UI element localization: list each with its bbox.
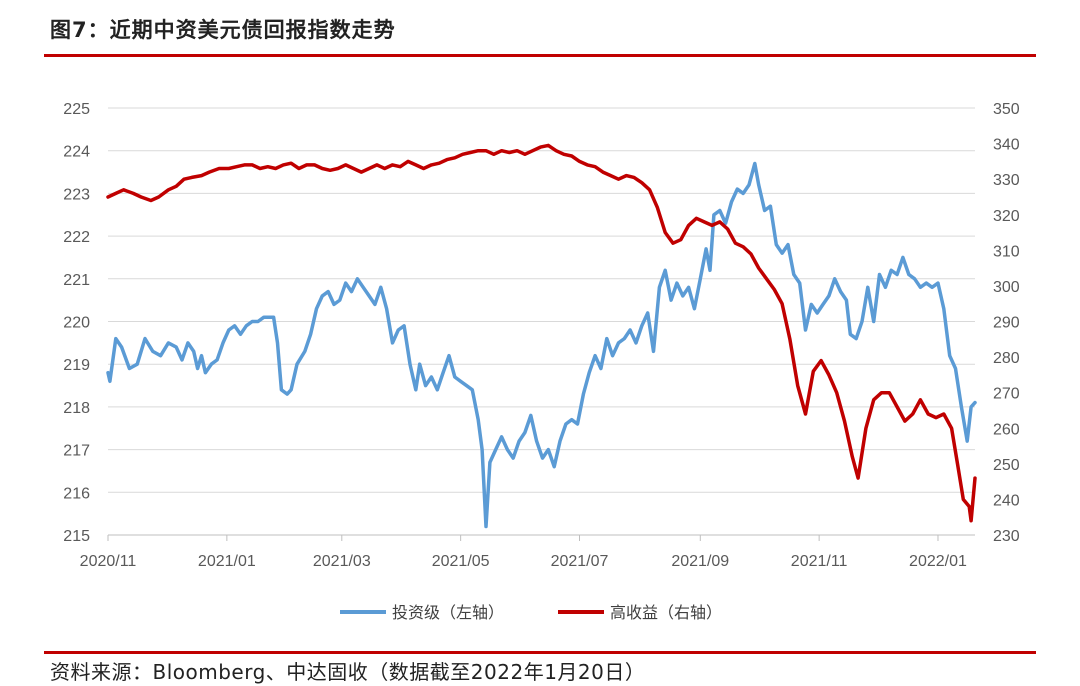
- left-tick-label: 224: [63, 144, 90, 161]
- left-tick-label: 223: [63, 186, 90, 203]
- right-tick-label: 300: [993, 279, 1020, 296]
- right-tick-label: 250: [993, 457, 1020, 474]
- x-tick-label: 2021/07: [551, 553, 609, 570]
- x-tick-label: 2022/01: [909, 553, 967, 570]
- right-tick-label: 340: [993, 137, 1020, 154]
- right-tick-label: 290: [993, 315, 1020, 332]
- left-tick-label: 219: [63, 357, 90, 374]
- right-tick-label: 240: [993, 492, 1020, 509]
- series-line-investment-grade: [106, 161, 977, 529]
- series-line-high-yield: [106, 143, 977, 523]
- left-tick-label: 217: [63, 443, 90, 460]
- right-tick-label: 330: [993, 172, 1020, 189]
- left-tick-label: 221: [63, 272, 90, 289]
- left-tick-label: 222: [63, 229, 90, 246]
- series-lines: [106, 143, 977, 529]
- right-axis-ticks: 230 240 250 260 270 280 290 300 310 320 330 340 350: [993, 101, 1020, 545]
- x-tick-label: 2021/05: [432, 553, 490, 570]
- right-tick-label: 320: [993, 208, 1020, 225]
- legend-label: 投资级（左轴）: [392, 603, 504, 622]
- x-tick-label: 2021/01: [198, 553, 256, 570]
- right-tick-label: 310: [993, 243, 1020, 260]
- title-rule: [44, 54, 1036, 57]
- source-rule: [44, 651, 1036, 654]
- right-tick-label: 350: [993, 101, 1020, 118]
- source-note: 资料来源：Bloomberg、中达固收（数据截至2022年1月20日）: [50, 660, 646, 684]
- x-tick-label: 2020/11: [80, 553, 137, 570]
- right-tick-label: 260: [993, 421, 1020, 438]
- x-axis-ticks: 2020/11 2021/01 2021/03 2021/05 2021/07 2021/…: [80, 534, 975, 570]
- left-tick-label: 225: [63, 101, 90, 118]
- x-tick-label: 2021/09: [671, 553, 729, 570]
- x-tick-label: 2021/03: [313, 553, 371, 570]
- right-tick-label: 230: [993, 528, 1020, 545]
- legend: 投资级（左轴） 高收益（右轴）: [340, 603, 722, 622]
- grid-lines: [108, 107, 975, 536]
- right-tick-label: 280: [993, 350, 1020, 367]
- left-tick-label: 216: [63, 485, 90, 502]
- x-tick-label: 2021/11: [791, 553, 848, 570]
- left-tick-label: 218: [63, 400, 90, 417]
- legend-label: 高收益（右轴）: [610, 603, 722, 622]
- left-axis-ticks: 215 216 217 218 219 220 221 222 223 224 225: [63, 101, 90, 545]
- left-tick-label: 215: [63, 528, 90, 545]
- page-title: 图7：近期中资美元债回报指数走势: [50, 18, 396, 42]
- left-tick-label: 220: [63, 315, 90, 332]
- right-tick-label: 270: [993, 386, 1020, 403]
